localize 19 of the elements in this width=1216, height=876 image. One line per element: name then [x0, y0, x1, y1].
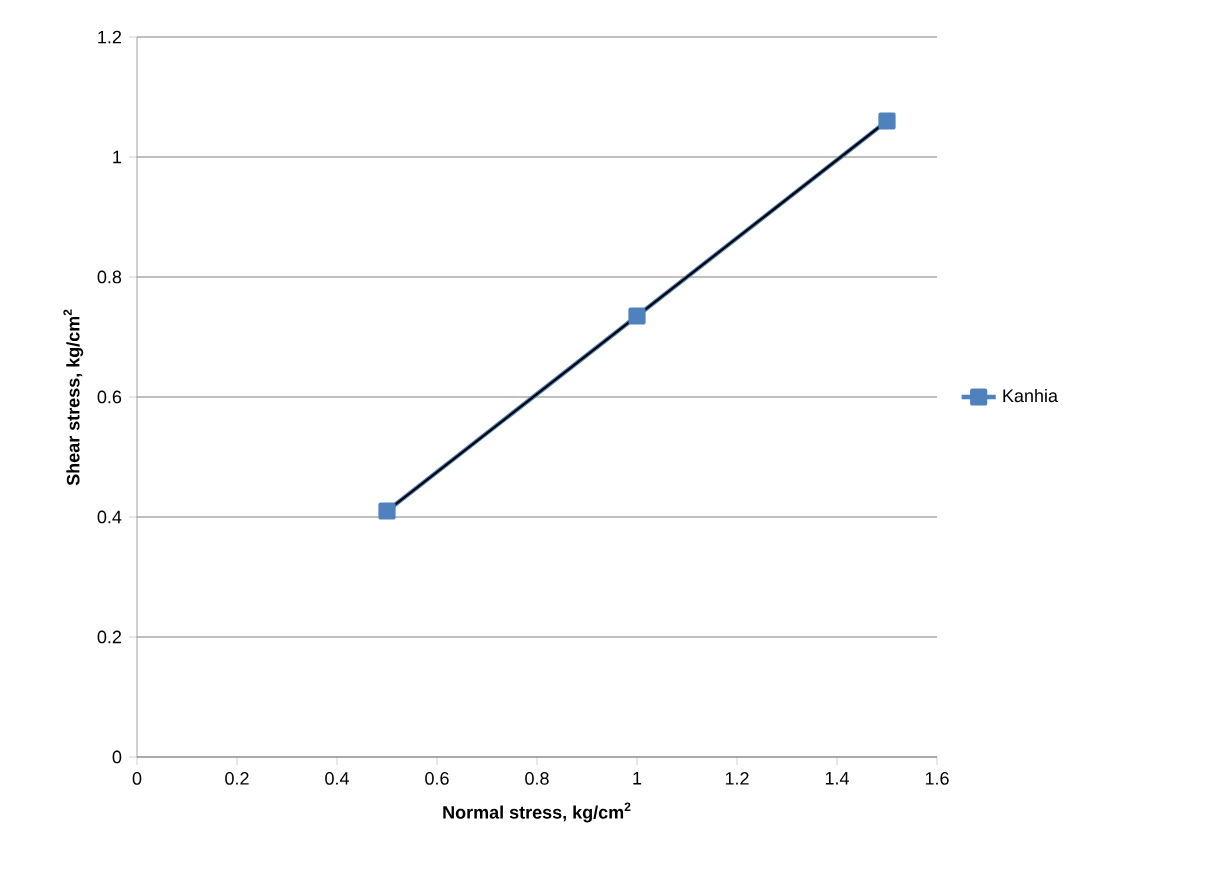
- x-axis-title: Normal stress, kg/cm$^{2}$: [443, 802, 631, 823]
- y-tick-label: 0.8: [97, 270, 122, 284]
- x-tick-label: 1.2: [725, 772, 749, 785]
- legend-label: Kanhia: [1003, 388, 1058, 403]
- x-tick-label: 0.6: [425, 772, 449, 785]
- x-tick-label: 0.4: [325, 772, 349, 785]
- y-tick-label: 0.2: [97, 630, 122, 644]
- x-tick-label: 0.8: [525, 772, 549, 785]
- x-tick-label: 0: [132, 772, 142, 785]
- x-tick-label: 0.2: [225, 772, 249, 785]
- x-tick-label: 1.6: [925, 772, 949, 785]
- y-tick-label: 1: [113, 150, 122, 164]
- y-axis-title: Shear stress, kg/cm$^{2}$: [63, 309, 84, 486]
- x-tick-label: 1.4: [825, 772, 849, 785]
- y-tick-label: 1.2: [98, 30, 122, 44]
- y-tick-label: 0.6: [97, 390, 122, 404]
- y-tick-label: 0: [112, 750, 122, 764]
- x-tick-label: 1: [633, 772, 642, 785]
- y-tick-label: 0.4: [97, 510, 122, 524]
